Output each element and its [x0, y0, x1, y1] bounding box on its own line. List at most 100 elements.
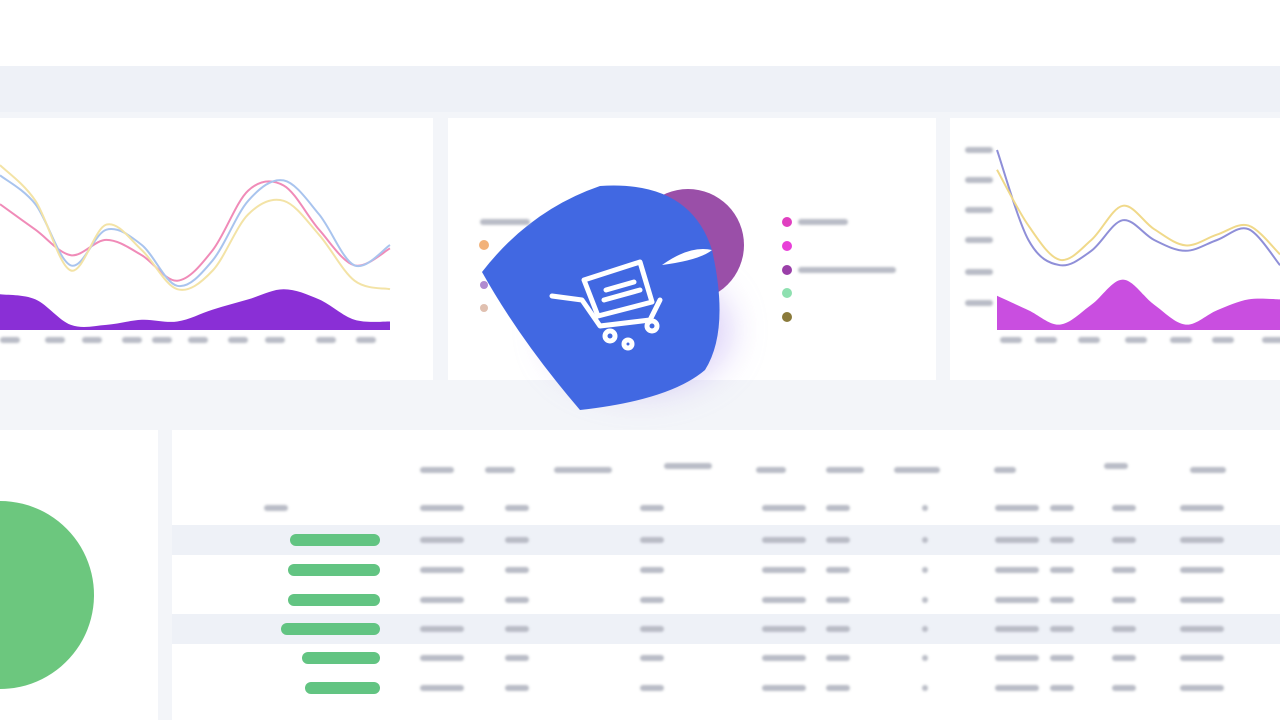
smudge [1050, 567, 1074, 573]
smudge [922, 655, 928, 661]
legend-dot [480, 304, 488, 312]
smudge [420, 505, 464, 511]
smudge [82, 337, 102, 343]
smudge [762, 537, 806, 543]
area [997, 279, 1280, 330]
smudge [420, 537, 464, 543]
smudge [826, 567, 850, 573]
smudge [1125, 337, 1147, 343]
smudge [505, 537, 529, 543]
progress-bar [281, 623, 380, 635]
smudge [640, 685, 664, 691]
smudge [485, 467, 515, 473]
smudge [1180, 685, 1224, 691]
card [950, 118, 1280, 380]
illegible-text [0, 147, 1280, 691]
legend-dot [782, 217, 792, 227]
smudge [965, 177, 993, 183]
smudge [995, 567, 1039, 573]
smudge [420, 626, 464, 632]
smudge [762, 597, 806, 603]
progress-bar [302, 652, 380, 664]
smudge [640, 505, 664, 511]
smudge [0, 337, 20, 343]
line [0, 180, 391, 282]
smudge [1000, 337, 1022, 343]
smudge [420, 655, 464, 661]
progress-bar [305, 682, 380, 694]
legend [479, 217, 792, 322]
progress-bar [290, 534, 380, 546]
smudge [1180, 626, 1224, 632]
smudge [45, 337, 65, 343]
smudge [640, 567, 664, 573]
line [996, 149, 1280, 267]
smudge [1050, 537, 1074, 543]
smudge [1180, 537, 1224, 543]
smudge [1190, 467, 1226, 473]
smudge [756, 467, 786, 473]
smudge [965, 237, 993, 243]
smudge [1078, 337, 1100, 343]
smudge [965, 300, 993, 306]
smudge [640, 597, 664, 603]
smudge [1035, 337, 1057, 343]
smudge [1170, 337, 1192, 343]
smudge [798, 267, 896, 273]
smudge [264, 505, 288, 511]
smudge [356, 337, 376, 343]
smudge [894, 467, 940, 473]
smudge [1050, 597, 1074, 603]
smudge [1050, 626, 1074, 632]
smudge [265, 337, 285, 343]
smudge [762, 505, 806, 511]
smudge [420, 597, 464, 603]
line [0, 174, 391, 288]
smudge [420, 467, 454, 473]
smudge [316, 337, 336, 343]
progress-bar [288, 564, 380, 576]
smudge [922, 567, 928, 573]
smudge [1180, 655, 1224, 661]
legend-dot [479, 240, 489, 250]
smudge [1180, 505, 1224, 511]
smudge [505, 685, 529, 691]
smudge [640, 655, 664, 661]
legend-dot [782, 241, 792, 251]
smudge [228, 337, 248, 343]
smudge [762, 626, 806, 632]
smudge [762, 567, 806, 573]
smudge [1262, 337, 1280, 343]
smudge [188, 337, 208, 343]
smudge [1112, 655, 1136, 661]
smudge [826, 597, 850, 603]
smudge [965, 147, 993, 153]
line [0, 164, 391, 291]
smudge [826, 505, 850, 511]
smudge [505, 626, 529, 632]
smudge [554, 467, 612, 473]
smudge [826, 626, 850, 632]
smudge [640, 626, 664, 632]
smudge [922, 505, 928, 511]
header [0, 0, 1280, 66]
smudge [762, 655, 806, 661]
smudge [480, 219, 530, 225]
toolbar [0, 66, 1280, 112]
card [0, 118, 433, 380]
smudge [995, 537, 1039, 543]
smudge [994, 467, 1016, 473]
smudge [922, 597, 928, 603]
smudge [995, 505, 1039, 511]
smudge [995, 626, 1039, 632]
smudge [826, 685, 850, 691]
smudge [664, 463, 712, 469]
swoosh [662, 249, 712, 265]
smudge [1050, 655, 1074, 661]
smudge [1112, 567, 1136, 573]
smudge [1112, 505, 1136, 511]
cart-illustration [482, 185, 744, 410]
smudge [1050, 685, 1074, 691]
smudge [1180, 567, 1224, 573]
